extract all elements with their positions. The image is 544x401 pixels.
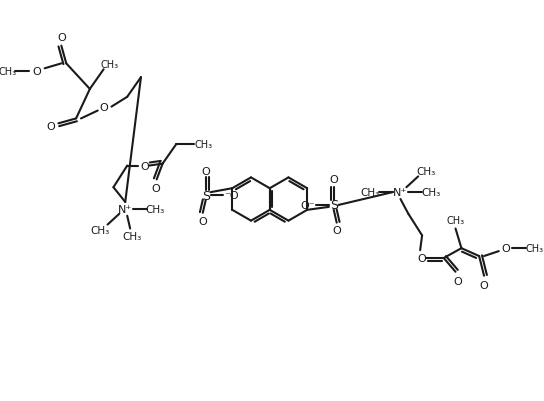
Text: O: O xyxy=(332,226,341,236)
Text: O: O xyxy=(480,280,489,290)
Text: CH₃: CH₃ xyxy=(0,67,16,77)
Text: O: O xyxy=(418,253,426,263)
Text: O: O xyxy=(140,161,149,171)
Text: N⁺: N⁺ xyxy=(118,205,132,214)
Text: O: O xyxy=(151,184,160,194)
Text: S: S xyxy=(330,199,338,212)
Text: O⁻: O⁻ xyxy=(300,200,314,211)
Text: S: S xyxy=(202,189,210,202)
Text: O: O xyxy=(46,122,55,132)
Text: CH₃: CH₃ xyxy=(90,226,109,236)
Text: O: O xyxy=(201,166,210,176)
Text: CH₃: CH₃ xyxy=(360,188,380,198)
Text: O: O xyxy=(199,216,207,226)
Text: ⁻O: ⁻O xyxy=(224,190,239,200)
Text: CH₃: CH₃ xyxy=(416,166,436,176)
Text: CH₃: CH₃ xyxy=(447,215,465,225)
Text: CH₃: CH₃ xyxy=(101,60,119,70)
Text: O: O xyxy=(453,276,462,286)
Text: CH₃: CH₃ xyxy=(195,140,213,150)
Text: O: O xyxy=(99,102,108,112)
Text: N⁺: N⁺ xyxy=(393,188,407,198)
Text: CH₃: CH₃ xyxy=(122,232,142,242)
Text: O: O xyxy=(33,67,41,77)
Text: O: O xyxy=(57,33,66,43)
Text: CH₃: CH₃ xyxy=(525,243,543,253)
Text: CH₃: CH₃ xyxy=(145,205,164,214)
Text: O: O xyxy=(501,243,510,253)
Text: CH₃: CH₃ xyxy=(421,188,441,198)
Text: O: O xyxy=(329,175,338,185)
